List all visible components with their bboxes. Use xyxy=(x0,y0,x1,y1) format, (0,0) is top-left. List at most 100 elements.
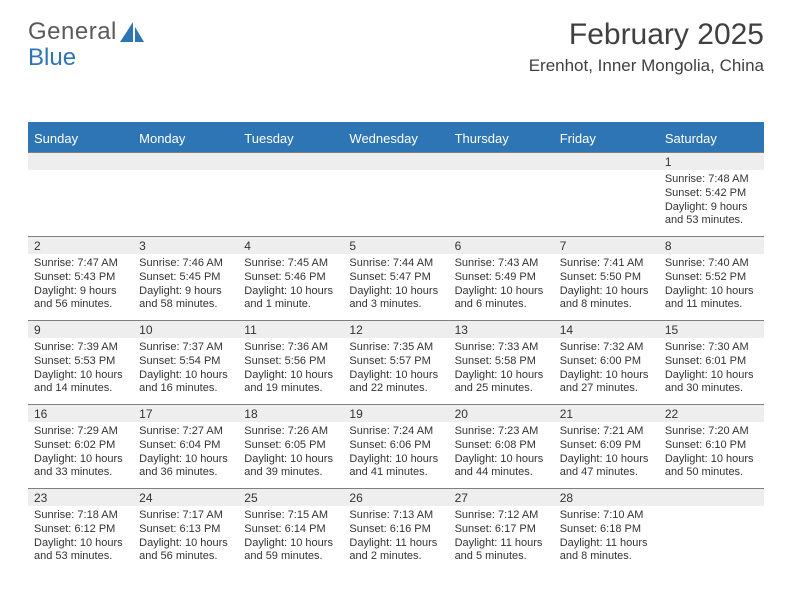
calendar-cell-empty xyxy=(554,152,659,236)
date-row: 18 xyxy=(238,404,343,422)
calendar-cell: 19Sunrise: 7:24 AMSunset: 6:06 PMDayligh… xyxy=(343,404,448,488)
daylight-text: Daylight: 10 hours and 50 minutes. xyxy=(665,453,758,481)
sunrise-text: Sunrise: 7:35 AM xyxy=(349,341,442,355)
date-number: 7 xyxy=(560,239,567,253)
date-number: 13 xyxy=(455,323,468,337)
day-info: Sunrise: 7:23 AMSunset: 6:08 PMDaylight:… xyxy=(449,422,554,484)
sunset-text: Sunset: 5:47 PM xyxy=(349,271,442,285)
sunset-text: Sunset: 5:49 PM xyxy=(455,271,548,285)
sunrise-text: Sunrise: 7:44 AM xyxy=(349,257,442,271)
date-row: 7 xyxy=(554,236,659,254)
sunset-text: Sunset: 5:56 PM xyxy=(244,355,337,369)
sunset-text: Sunset: 5:57 PM xyxy=(349,355,442,369)
sunset-text: Sunset: 6:16 PM xyxy=(349,523,442,537)
calendar-week: 2Sunrise: 7:47 AMSunset: 5:43 PMDaylight… xyxy=(28,236,764,320)
date-row: 3 xyxy=(133,236,238,254)
date-number: 26 xyxy=(349,491,362,505)
calendar-cell: 13Sunrise: 7:33 AMSunset: 5:58 PMDayligh… xyxy=(449,320,554,404)
calendar-cell: 15Sunrise: 7:30 AMSunset: 6:01 PMDayligh… xyxy=(659,320,764,404)
sunrise-text: Sunrise: 7:39 AM xyxy=(34,341,127,355)
date-row: 26 xyxy=(343,488,448,506)
date-row: 13 xyxy=(449,320,554,338)
daylight-text: Daylight: 9 hours and 58 minutes. xyxy=(139,285,232,313)
sunrise-text: Sunrise: 7:13 AM xyxy=(349,509,442,523)
day-info: Sunrise: 7:37 AMSunset: 5:54 PMDaylight:… xyxy=(133,338,238,400)
date-row: 20 xyxy=(449,404,554,422)
date-row: 24 xyxy=(133,488,238,506)
date-number: 11 xyxy=(244,323,256,337)
weekday-thursday: Thursday xyxy=(449,131,554,146)
daylight-text: Daylight: 10 hours and 47 minutes. xyxy=(560,453,653,481)
calendar-week: 16Sunrise: 7:29 AMSunset: 6:02 PMDayligh… xyxy=(28,404,764,488)
date-row: 6 xyxy=(449,236,554,254)
daylight-text: Daylight: 10 hours and 56 minutes. xyxy=(139,537,232,565)
date-row: 15 xyxy=(659,320,764,338)
day-info: Sunrise: 7:32 AMSunset: 6:00 PMDaylight:… xyxy=(554,338,659,400)
sunrise-text: Sunrise: 7:29 AM xyxy=(34,425,127,439)
calendar-cell: 25Sunrise: 7:15 AMSunset: 6:14 PMDayligh… xyxy=(238,488,343,572)
sunset-text: Sunset: 5:52 PM xyxy=(665,271,758,285)
location-text: Erenhot, Inner Mongolia, China xyxy=(529,56,764,76)
calendar-cell: 3Sunrise: 7:46 AMSunset: 5:45 PMDaylight… xyxy=(133,236,238,320)
daylight-text: Daylight: 10 hours and 41 minutes. xyxy=(349,453,442,481)
date-row: 8 xyxy=(659,236,764,254)
date-row: 17 xyxy=(133,404,238,422)
sunrise-text: Sunrise: 7:15 AM xyxy=(244,509,337,523)
date-row xyxy=(343,152,448,170)
date-row xyxy=(28,152,133,170)
calendar-grid: 1Sunrise: 7:48 AMSunset: 5:42 PMDaylight… xyxy=(28,152,764,572)
sunrise-text: Sunrise: 7:46 AM xyxy=(139,257,232,271)
calendar-cell-empty xyxy=(133,152,238,236)
date-row: 9 xyxy=(28,320,133,338)
calendar-cell-empty xyxy=(28,152,133,236)
day-info: Sunrise: 7:44 AMSunset: 5:47 PMDaylight:… xyxy=(343,254,448,316)
day-info: Sunrise: 7:43 AMSunset: 5:49 PMDaylight:… xyxy=(449,254,554,316)
date-row: 12 xyxy=(343,320,448,338)
date-number: 24 xyxy=(139,491,152,505)
calendar-cell: 24Sunrise: 7:17 AMSunset: 6:13 PMDayligh… xyxy=(133,488,238,572)
sunrise-text: Sunrise: 7:17 AM xyxy=(139,509,232,523)
sunrise-text: Sunrise: 7:47 AM xyxy=(34,257,127,271)
date-number: 22 xyxy=(665,407,678,421)
date-row: 10 xyxy=(133,320,238,338)
day-info: Sunrise: 7:39 AMSunset: 5:53 PMDaylight:… xyxy=(28,338,133,400)
weekday-monday: Monday xyxy=(133,131,238,146)
sunset-text: Sunset: 5:46 PM xyxy=(244,271,337,285)
weekday-tuesday: Tuesday xyxy=(238,131,343,146)
date-number: 14 xyxy=(560,323,573,337)
date-row: 28 xyxy=(554,488,659,506)
logo-text-blue-wrap: Blue xyxy=(28,44,76,72)
sunset-text: Sunset: 5:50 PM xyxy=(560,271,653,285)
calendar-cell: 26 Sunrise: 7:13 AMSunset: 6:16 PMDayligh… xyxy=(343,488,448,572)
daylight-text: Daylight: 10 hours and 6 minutes. xyxy=(455,285,548,313)
calendar-cell: 2Sunrise: 7:47 AMSunset: 5:43 PMDaylight… xyxy=(28,236,133,320)
date-number: 15 xyxy=(665,323,678,337)
date-row: 14 xyxy=(554,320,659,338)
day-info: Sunrise: 7:26 AMSunset: 6:05 PMDaylight:… xyxy=(238,422,343,484)
date-number: 2 xyxy=(34,239,41,253)
daylight-text: Daylight: 10 hours and 39 minutes. xyxy=(244,453,337,481)
daylight-text: Daylight: 11 hours and 2 minutes. xyxy=(349,537,442,565)
sunrise-text: Sunrise: 7:37 AM xyxy=(139,341,232,355)
day-info: Sunrise: 7:27 AMSunset: 6:04 PMDaylight:… xyxy=(133,422,238,484)
date-number: 12 xyxy=(349,323,362,337)
sunrise-text: Sunrise: 7:33 AM xyxy=(455,341,548,355)
daylight-text: Daylight: 11 hours and 5 minutes. xyxy=(455,537,548,565)
calendar-cell: 18Sunrise: 7:26 AMSunset: 6:05 PMDayligh… xyxy=(238,404,343,488)
date-row: 19 xyxy=(343,404,448,422)
sunset-text: Sunset: 6:14 PM xyxy=(244,523,337,537)
day-info: Sunrise: 7:20 AMSunset: 6:10 PMDaylight:… xyxy=(659,422,764,484)
weekday-friday: Friday xyxy=(554,131,659,146)
daylight-text: Daylight: 10 hours and 11 minutes. xyxy=(665,285,758,313)
date-number: 4 xyxy=(244,239,251,253)
logo-text-blue: Blue xyxy=(28,44,76,71)
date-number: 6 xyxy=(455,239,462,253)
sunrise-text: Sunrise: 7:41 AM xyxy=(560,257,653,271)
date-number: 3 xyxy=(139,239,146,253)
date-row: 5 xyxy=(343,236,448,254)
weekday-header: Sunday Monday Tuesday Wednesday Thursday… xyxy=(28,124,764,152)
day-info: Sunrise: 7:17 AMSunset: 6:13 PMDaylight:… xyxy=(133,506,238,568)
daylight-text: Daylight: 10 hours and 3 minutes. xyxy=(349,285,442,313)
calendar-cell: 7Sunrise: 7:41 AMSunset: 5:50 PMDaylight… xyxy=(554,236,659,320)
date-number: 20 xyxy=(455,407,468,421)
